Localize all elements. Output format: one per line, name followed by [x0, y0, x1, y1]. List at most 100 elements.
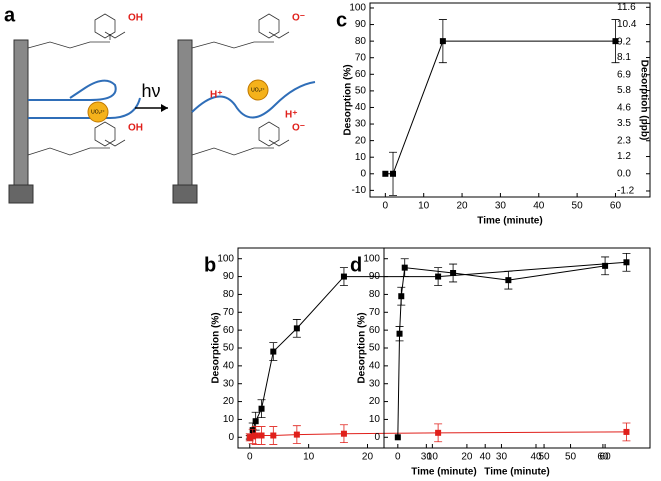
y2-tick-label: 9.2 [617, 36, 631, 47]
x-tick-label: 50 [572, 201, 584, 212]
pillar [177, 39, 193, 191]
x-tick-label: 10 [303, 452, 315, 463]
plot-frame [383, 247, 651, 449]
y-tick-label: 10 [355, 152, 367, 163]
ion [87, 101, 109, 123]
y-axis-title: Desorption (%) [211, 312, 222, 383]
data-line [385, 40, 616, 175]
y2-tick-label: 8.1 [617, 52, 631, 63]
x-tick-label: 30 [496, 452, 508, 463]
y2-tick-label: 4.6 [617, 102, 631, 113]
proton: H⁺ [210, 90, 223, 101]
y2-tick-label: 5.8 [617, 85, 631, 96]
group-label: OH [128, 13, 143, 24]
y2-tick-label: 11.6 [617, 2, 636, 13]
plot-frame [369, 2, 651, 198]
marker [382, 170, 389, 177]
x-axis-title: Time (minute) [484, 467, 549, 478]
pillar-base [172, 184, 198, 204]
y-tick-label: 50 [355, 86, 367, 97]
marker [258, 432, 265, 439]
y-tick-label: 100 [217, 253, 234, 264]
x-tick-label: 0 [395, 452, 401, 463]
marker [252, 418, 259, 425]
y-tick-label: 0 [360, 168, 366, 179]
x-tick-label: 20 [456, 201, 468, 212]
ion-label: UO₂²⁺ [251, 87, 265, 93]
x-tick-label: 10 [418, 201, 430, 212]
y-tick-label: 0 [228, 432, 234, 443]
y-tick-label: 90 [223, 271, 235, 282]
group-label: O⁻ [292, 13, 305, 24]
x-tick-label: 0 [383, 201, 389, 212]
marker [340, 430, 347, 437]
x-tick-label: 30 [421, 452, 433, 463]
y-tick-label: 50 [369, 343, 381, 354]
marker [439, 38, 446, 45]
marker [293, 431, 300, 438]
x-tick-label: 60 [597, 452, 609, 463]
y-tick-label: 100 [349, 3, 366, 14]
y-tick-label: 100 [363, 253, 380, 264]
y-tick-label: 10 [223, 414, 235, 425]
panel-label: c [336, 9, 347, 31]
x-tick-label: 60 [600, 452, 612, 463]
marker [623, 428, 630, 435]
y2-tick-label: 10.4 [617, 19, 637, 30]
y2-tick-label: 0.0 [617, 168, 631, 179]
y-tick-label: 30 [355, 119, 367, 130]
y-tick-label: 90 [369, 271, 381, 282]
marker [602, 262, 609, 269]
x-tick-label: 50 [538, 452, 550, 463]
y-tick-label: -10 [352, 185, 367, 196]
aptamer [191, 81, 316, 119]
molecules [27, 13, 290, 156]
marker [340, 273, 347, 280]
y-tick-label: 60 [223, 325, 235, 336]
arrow-head [161, 104, 168, 112]
proton: H⁺ [285, 110, 298, 121]
marker [252, 432, 259, 439]
panel-label: d [350, 254, 362, 276]
x-tick-label: 0 [247, 452, 253, 463]
ion [247, 79, 269, 101]
x-tick-label: 20 [362, 452, 374, 463]
panel-a: a UO₂²⁺ UO₂²⁺ OH OH O⁻ O⁻ H⁺ H⁺ hν [4, 4, 316, 204]
x-tick-label: 40 [530, 452, 542, 463]
x-tick-label: 50 [565, 452, 577, 463]
group-label: OH [128, 123, 143, 134]
x-axis-title: Time (minute) [411, 467, 476, 478]
pillar [13, 39, 29, 191]
aptamer [28, 79, 141, 119]
y-tick-label: 40 [369, 360, 381, 371]
y-tick-label: 50 [223, 343, 235, 354]
y-tick-label: 90 [355, 19, 367, 30]
x-tick-label: 20 [461, 452, 473, 463]
marker [612, 38, 619, 45]
y2-axis-title: Desorption (ppb) [638, 60, 649, 141]
marker [450, 270, 457, 276]
x-tick-label: 40 [480, 452, 492, 463]
y-tick-label: 30 [223, 378, 235, 389]
y-tick-label: 30 [369, 378, 381, 389]
marker [435, 273, 442, 280]
plot-frame [237, 247, 651, 449]
pillar-base [8, 184, 34, 204]
arrow-label: hν [141, 81, 160, 101]
y-tick-label: 80 [369, 289, 381, 300]
marker [398, 293, 405, 300]
y-tick-label: 20 [369, 396, 381, 407]
y-tick-label: 70 [369, 307, 381, 318]
y-tick-label: 20 [355, 135, 367, 146]
y-tick-label: 0 [374, 432, 380, 443]
y-tick-label: 40 [223, 360, 235, 371]
x-tick-label: 40 [533, 201, 545, 212]
x-tick-label: 10 [427, 452, 439, 463]
y-tick-label: 10 [369, 414, 381, 425]
data-line [397, 265, 606, 438]
marker [390, 170, 397, 177]
y2-tick-label: 3.5 [617, 118, 631, 129]
marker [270, 348, 277, 355]
x-tick-label: 60 [610, 201, 622, 212]
